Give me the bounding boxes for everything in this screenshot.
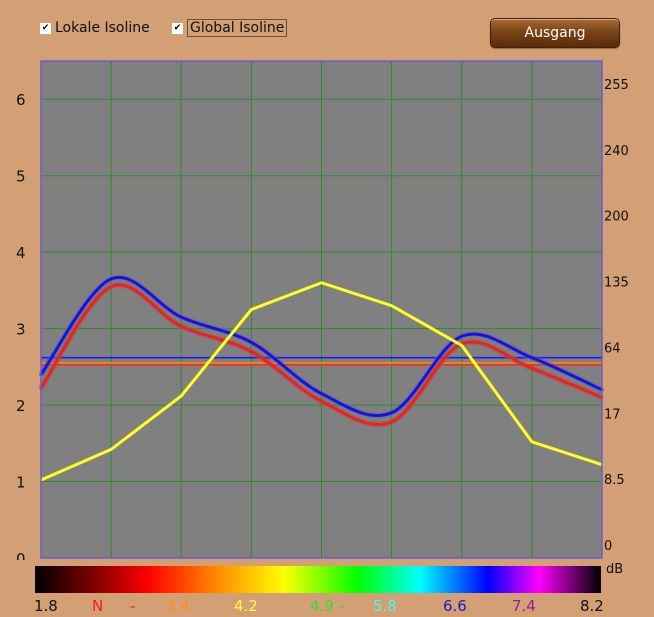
left-tick-label: 5: [16, 168, 26, 186]
scale-label: N: [92, 597, 104, 615]
series-line: [39, 281, 604, 482]
color-gradient: [35, 566, 601, 593]
exit-button[interactable]: Ausgang: [490, 18, 620, 48]
left-tick-label: 0: [16, 550, 26, 560]
left-tick-label: 4: [16, 244, 26, 262]
isoline-chart: 0 1 2 3 4 5 6 0 8.5 17 64 135 200 240 255: [0, 55, 654, 560]
scale-label: 6.6: [443, 597, 467, 615]
right-tick-label: 64: [604, 341, 621, 356]
local-isoline-label: Lokale Isoline: [55, 20, 150, 36]
checkbox-check-icon[interactable]: ✔: [40, 22, 51, 34]
scale-label: 4.2: [234, 597, 258, 615]
scale-label: 1.8: [34, 597, 58, 615]
toolbar: ✔ Lokale Isoline ✔ Global Isoline Ausgan…: [0, 0, 654, 50]
right-tick-label: 0: [604, 539, 612, 554]
scale-label: 7.4: [512, 597, 536, 615]
scale-label: 3.4: [166, 597, 190, 615]
left-tick-label: 6: [16, 91, 26, 109]
right-tick-label: 240: [604, 144, 629, 159]
right-tick-label: 255: [604, 78, 629, 93]
global-isoline-label: Global Isoline: [187, 19, 288, 37]
color-scale-bar: [35, 566, 601, 593]
chart-canvas: 0 1 2 3 4 5 6 0 8.5 17 64 135 200 240 255: [16, 60, 629, 560]
scale-label: 8.2: [580, 597, 604, 615]
right-tick-label: 135: [604, 276, 629, 291]
scale-label: -: [130, 597, 136, 615]
left-tick-label: 3: [16, 321, 26, 339]
scale-label: 4.9 -: [310, 597, 345, 615]
scale-label: 5.8: [373, 597, 397, 615]
local-isoline-checkbox[interactable]: ✔ Lokale Isoline: [40, 18, 150, 38]
right-tick-label: 200: [604, 210, 629, 225]
right-tick-label: 17: [604, 407, 621, 422]
scale-unit-label: dB: [606, 562, 624, 577]
left-tick-label: 1: [16, 474, 26, 492]
global-isoline-checkbox[interactable]: ✔ Global Isoline: [172, 18, 288, 38]
left-tick-label: 2: [16, 397, 26, 415]
series-line: [39, 283, 604, 427]
right-tick-label: 8.5: [604, 473, 625, 488]
checkbox-check-icon[interactable]: ✔: [172, 22, 183, 34]
series-line: [39, 275, 604, 418]
plot-border: [40, 60, 603, 559]
